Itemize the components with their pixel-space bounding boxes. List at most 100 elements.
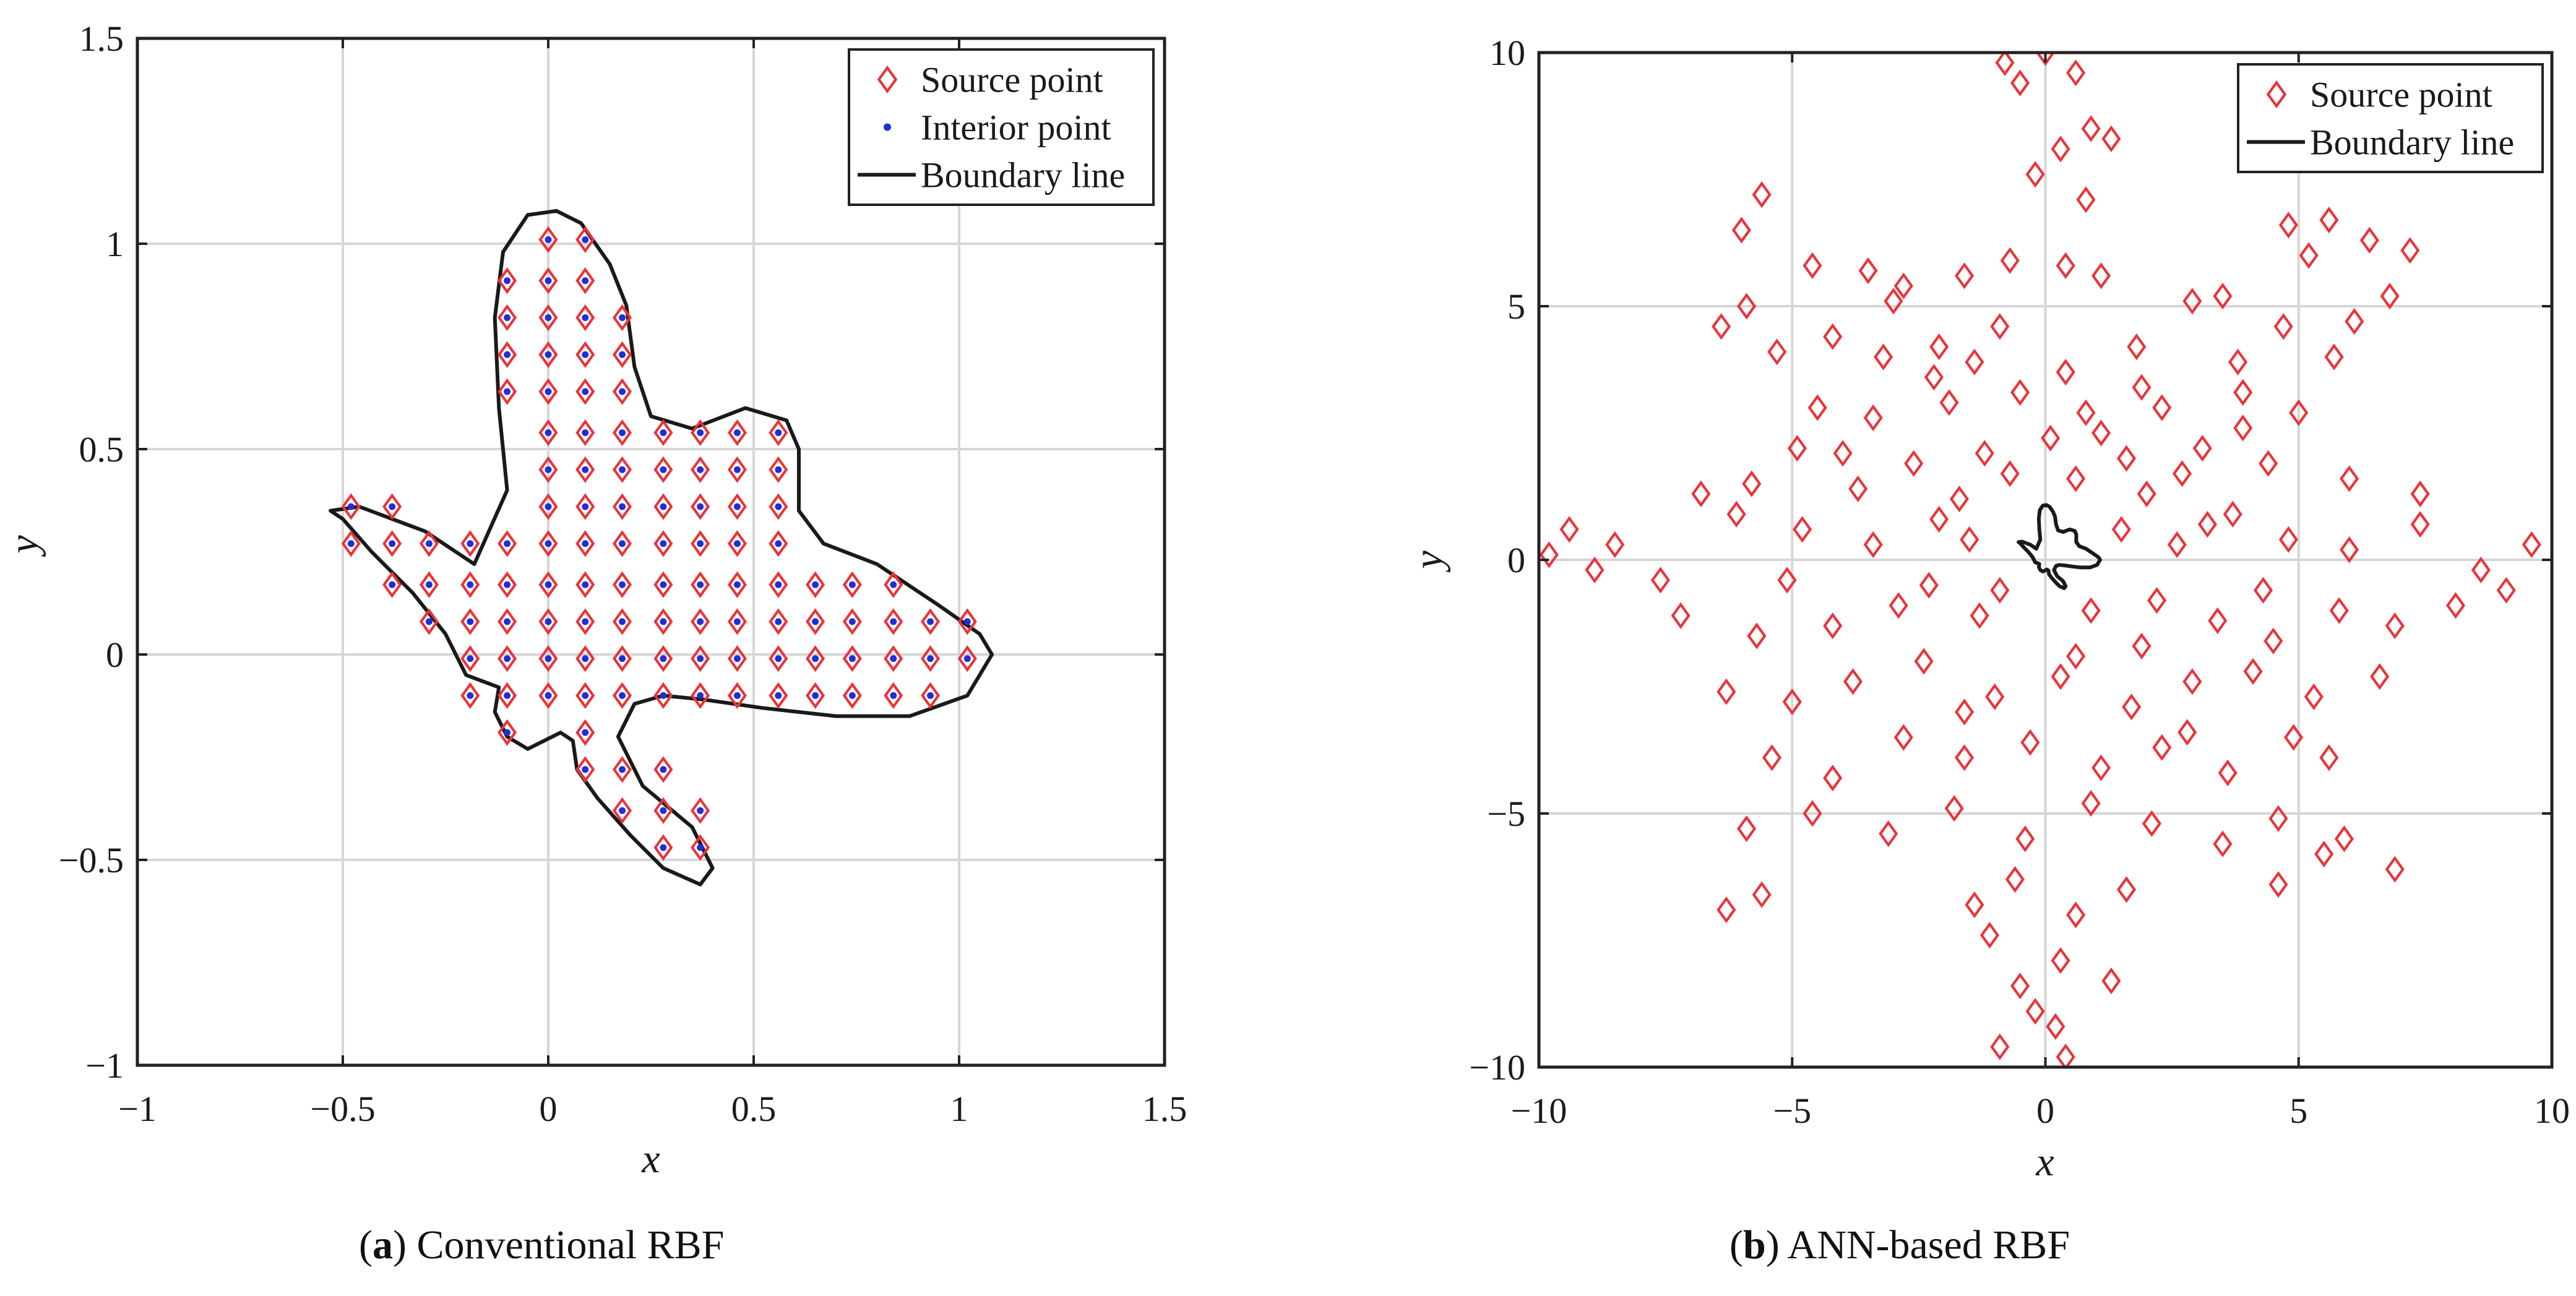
chart-b-source-point (2137, 480, 2156, 507)
chart-a-source-point (806, 608, 825, 635)
chart-a-source-point (575, 419, 595, 447)
chart-a-interior-point (504, 618, 511, 625)
chart-a-interior-point (927, 655, 934, 663)
chart-a-source-point (769, 645, 788, 672)
chart-a-source-point (653, 682, 673, 709)
chart-a-interior-point (504, 314, 511, 322)
chart-b-source-point (2122, 693, 2142, 721)
chart-b-legend-box (2237, 63, 2544, 173)
chart-a-source-point (653, 797, 673, 824)
chart-a-source-point (884, 571, 903, 598)
chart-a-interior-point (504, 581, 511, 588)
chart-a-interior-point (504, 388, 511, 395)
chart-b-source-point (2304, 683, 2324, 710)
chart-a-interior-point (504, 351, 511, 358)
chart-b-source-point (1985, 683, 2005, 710)
chart-a-source-point (498, 378, 517, 405)
chart-b-source-point (1954, 744, 1975, 771)
chart-a-interior-point (927, 692, 934, 699)
chart-a-interior-point (467, 692, 474, 699)
chart-a-interior-point (660, 429, 667, 436)
chart-b-source-point (1879, 820, 1898, 848)
chart-b-source-point (2111, 516, 2131, 543)
chart-b: −10 −5 0 5 10 −10 −5 0 5 10 x y Source point Bound… (1406, 33, 2570, 1185)
chart-b-source-point (2197, 511, 2217, 538)
chart-a-source-point (538, 304, 558, 332)
chart-b-source-point (1965, 348, 1984, 375)
chart-a-interior-point (619, 540, 626, 547)
chart-a-source-point (575, 267, 595, 294)
chart-a-source-point (727, 456, 747, 483)
chart-b-source-point (2010, 69, 2030, 97)
chart-a: −1 −0.5 0 0.5 1 1.5 −1 −0.5 0 0.5 1 1.5 x y Source … (1, 19, 1187, 1182)
chart-a-interior-point (848, 618, 856, 625)
chart-b-source-point (2410, 480, 2430, 507)
chart-b-source-point (2025, 998, 2045, 1025)
chart-b-source-point (2035, 53, 2056, 66)
chart-a-source-point (612, 456, 632, 483)
chart-b-source-point (1843, 668, 1863, 695)
chart-a-interior-point (890, 581, 897, 588)
chart-b-xtick-label: −5 (1773, 1091, 1811, 1131)
chart-a-interior-point (660, 618, 667, 625)
chart-b-source-point (2218, 759, 2238, 786)
chart-a-source-point (538, 419, 558, 447)
chart-b-source-point (1965, 891, 1984, 919)
chart-b-source-point (2445, 592, 2466, 619)
chart-a-interior-point (545, 236, 552, 243)
chart-a-source-point (575, 719, 595, 746)
chart-b-source-point (2116, 876, 2137, 903)
chart-a-legend-label: Source point (921, 60, 1103, 100)
chart-a-source-point (691, 530, 710, 557)
chart-a-source-point (957, 645, 977, 672)
chart-a-source-point (920, 608, 941, 635)
chart-a-interior-point (545, 581, 552, 588)
chart-b-ytick-label: 5 (1507, 286, 1525, 327)
chart-a-interior-point (660, 766, 667, 773)
caption-b-letter: b (1742, 1222, 1766, 1268)
chart-a-source-point (769, 419, 788, 447)
chart-b-source-point (1671, 602, 1691, 629)
chart-b-source-point (2228, 348, 2248, 375)
chart-b-xlabel: x (2035, 1139, 2054, 1185)
chart-b-source-point (2091, 419, 2111, 447)
chart-a-interior-point (389, 503, 396, 510)
chart-a-legend-box (848, 48, 1155, 206)
chart-b-source-point (2253, 577, 2273, 604)
chart-a-interior-point (504, 540, 511, 547)
chart-a-interior-point (890, 655, 897, 663)
chart-a-interior-point (660, 807, 667, 814)
chart-b-source-point (2172, 460, 2192, 487)
chart-a-interior-point (619, 618, 626, 625)
chart-b-source-point (1848, 475, 1868, 502)
chart-a-interior-point (660, 581, 667, 588)
chart-a-source-point (653, 756, 673, 783)
chart-a-interior-point (697, 655, 704, 663)
chart-b-source-point (2385, 612, 2405, 640)
chart-a-source-point (769, 682, 788, 709)
chart-b-source-point (2370, 663, 2390, 690)
chart-a-source-point (653, 456, 673, 483)
chart-a-ytick-label: 0.5 (79, 429, 124, 470)
chart-a-source-point (884, 608, 903, 635)
chart-a-interior-point (890, 618, 897, 625)
chart-b-source-point (1944, 795, 1964, 822)
chart-a-interior-point (733, 466, 741, 473)
chart-a-source-point (498, 530, 517, 557)
chart-b-source-point (2056, 252, 2075, 279)
chart-a-interior-point (582, 236, 589, 243)
chart-a-interior-point (582, 388, 589, 395)
chart-a-interior-point (582, 466, 589, 473)
chart-b-source-point (1954, 262, 1975, 290)
chart-a-source-point (538, 341, 558, 368)
chart-b-source-point (1803, 252, 1822, 279)
chart-a-source-point (498, 304, 517, 332)
chart-b-source-point (1807, 394, 1827, 421)
chart-a-interior-point (582, 314, 589, 322)
chart-a-interior-point (347, 540, 355, 547)
chart-a-source-point (460, 645, 480, 672)
chart-a-ytick-label: −1 (85, 1045, 124, 1086)
chart-a-interior-point (619, 692, 626, 699)
chart-a-source-point (460, 530, 480, 557)
